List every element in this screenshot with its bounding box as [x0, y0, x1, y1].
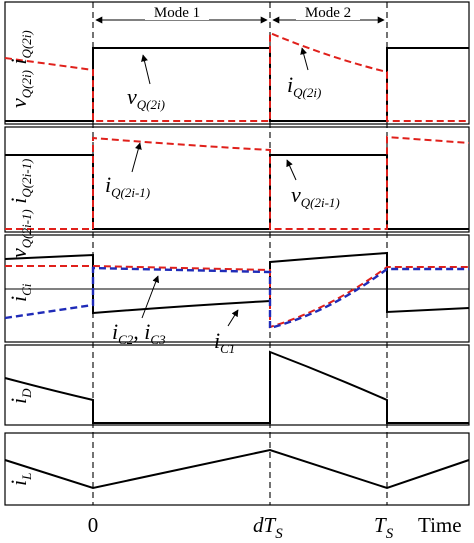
ic2ic3-pointer — [141, 275, 160, 319]
mode-header: Mode 1 Mode 2 — [92, 2, 388, 505]
tick-time: Time — [418, 513, 462, 537]
tick-dTs: dTS — [253, 513, 283, 542]
panel-frame — [4, 1, 470, 125]
vq2i-waveform — [5, 47, 469, 122]
panel-id — [4, 344, 470, 426]
vq2i-1-annotation: vQ(2i-1) — [291, 182, 340, 210]
panel-frame — [4, 432, 470, 506]
ylabel-panel2: vQ(2i-1) iQ(2i-1) — [6, 159, 34, 258]
panel-frame — [4, 344, 470, 426]
panel-ici: iC2, iC3 iC1 — [4, 234, 470, 356]
panel-frame — [4, 126, 470, 233]
iq2i-pointer — [300, 47, 309, 71]
il-waveform — [4, 448, 470, 490]
ylabel-panel4: iD — [6, 388, 34, 404]
ic1-pointer — [227, 309, 239, 327]
ic2-red-waveform — [5, 265, 469, 329]
mode2-label: Mode 2 — [305, 5, 351, 21]
panel-vq2i: vQ(2i) iQ(2i) — [4, 1, 470, 125]
mode1-label: Mode 1 — [154, 5, 200, 21]
ylabel-panel3: iCi — [6, 283, 34, 302]
ic1-waveform — [4, 251, 470, 315]
iq2i-1-waveform — [5, 135, 470, 230]
iq2i-1-annotation: iQ(2i-1) — [105, 172, 150, 200]
panel-il — [4, 432, 470, 506]
iq2i-waveform — [4, 31, 469, 122]
ic1-annotation: iC1 — [214, 328, 235, 356]
panel-vq2i-1: iQ(2i-1) vQ(2i-1) — [4, 126, 470, 233]
vq2i-1-pointer — [286, 159, 297, 181]
ylabel-panel1: vQ(2i) iQ(2i) — [6, 30, 34, 108]
id-waveform — [4, 350, 469, 424]
ic2ic3-annotation: iC2, iC3 — [112, 319, 166, 347]
vq2i-annotation: vQ(2i) — [127, 84, 165, 112]
ic2-ic3-waveform — [4, 266, 469, 330]
vq2i-pointer — [141, 54, 151, 85]
tick-Ts: TS — [374, 513, 394, 542]
mode2-label-bg — [296, 4, 360, 20]
tick-zero: 0 — [88, 513, 99, 537]
iq2i-annotation: iQ(2i) — [287, 72, 321, 100]
mode1-label-bg — [145, 4, 209, 20]
vq2i-1-waveform — [5, 154, 469, 230]
iq2i-1-pointer — [131, 142, 142, 173]
ylabel-panel5: iL — [6, 473, 34, 486]
